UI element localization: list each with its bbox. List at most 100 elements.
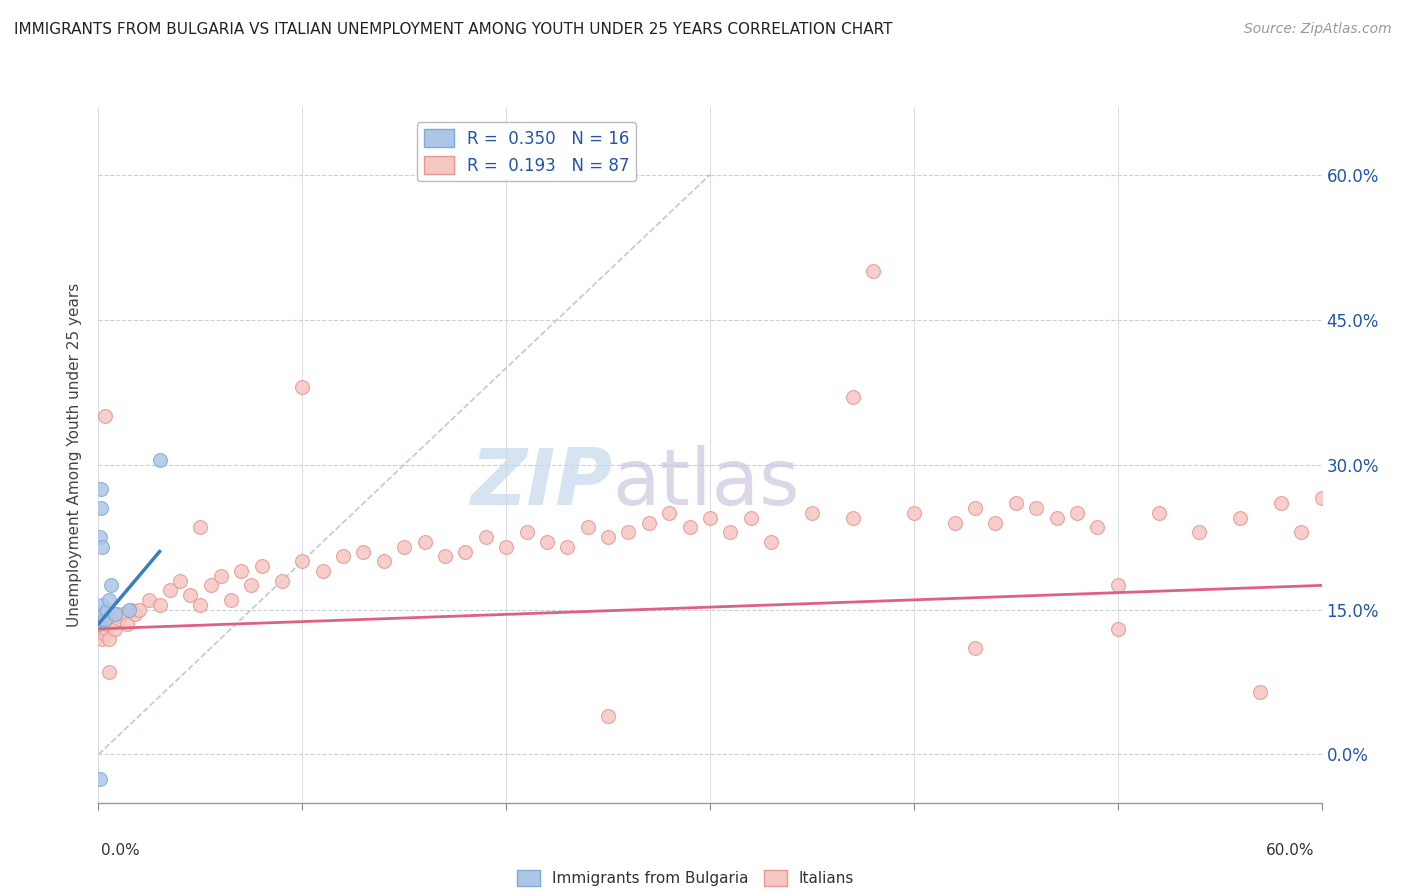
Point: [1045, 510, 1069, 524]
Point: [94, 622, 117, 636]
Point: [291, 554, 314, 568]
Point: [93, 612, 115, 626]
Point: [740, 510, 762, 524]
Point: [100, 617, 122, 632]
Point: [90, 482, 112, 496]
Point: [90, 626, 112, 640]
Point: [93, 626, 115, 640]
Point: [699, 510, 721, 524]
Text: IMMIGRANTS FROM BULGARIA VS ITALIAN UNEMPLOYMENT AMONG YOUTH UNDER 25 YEARS CORR: IMMIGRANTS FROM BULGARIA VS ITALIAN UNEM…: [14, 22, 893, 37]
Point: [862, 264, 884, 278]
Point: [104, 622, 127, 636]
Point: [759, 534, 782, 549]
Point: [89, 612, 111, 626]
Point: [352, 544, 374, 558]
Point: [188, 520, 212, 534]
Point: [984, 516, 1007, 530]
Point: [149, 452, 172, 467]
Point: [104, 607, 127, 622]
Point: [1085, 520, 1108, 534]
Point: [128, 602, 150, 616]
Point: [115, 617, 138, 632]
Point: [179, 588, 201, 602]
Point: [93, 409, 115, 424]
Point: [536, 534, 558, 549]
Point: [965, 641, 987, 656]
Point: [720, 525, 742, 540]
Point: [90, 501, 112, 516]
Point: [118, 602, 141, 616]
Text: 60.0%: 60.0%: [1267, 843, 1315, 858]
Point: [392, 540, 416, 554]
Point: [617, 525, 640, 540]
Point: [96, 617, 118, 632]
Point: [97, 632, 120, 646]
Point: [576, 520, 599, 534]
Point: [841, 510, 863, 524]
Point: [149, 598, 172, 612]
Text: ZIP: ZIP: [470, 445, 612, 521]
Point: [209, 568, 232, 582]
Point: [557, 540, 579, 554]
Point: [270, 574, 294, 588]
Point: [93, 607, 115, 622]
Point: [200, 578, 222, 592]
Point: [291, 380, 314, 394]
Point: [89, 772, 111, 786]
Text: atlas: atlas: [612, 445, 800, 521]
Point: [1107, 622, 1129, 636]
Point: [454, 544, 477, 558]
Point: [96, 602, 118, 616]
Point: [89, 622, 111, 636]
Y-axis label: Unemployment Among Youth under 25 years: Unemployment Among Youth under 25 years: [67, 283, 83, 627]
Point: [97, 592, 120, 607]
Point: [1270, 496, 1292, 510]
Point: [679, 520, 702, 534]
Point: [596, 708, 619, 723]
Point: [1066, 506, 1088, 520]
Text: 0.0%: 0.0%: [101, 843, 141, 858]
Text: Source: ZipAtlas.com: Source: ZipAtlas.com: [1244, 22, 1392, 37]
Point: [1249, 684, 1271, 698]
Point: [111, 607, 134, 622]
Point: [101, 612, 124, 626]
Point: [1188, 525, 1211, 540]
Point: [91, 598, 114, 612]
Point: [159, 583, 181, 598]
Point: [89, 617, 111, 632]
Point: [231, 564, 253, 578]
Point: [89, 530, 111, 544]
Point: [413, 534, 436, 549]
Point: [596, 530, 619, 544]
Point: [841, 390, 863, 404]
Point: [93, 612, 115, 626]
Point: [188, 598, 212, 612]
Point: [91, 617, 114, 632]
Point: [219, 592, 242, 607]
Point: [108, 612, 131, 626]
Point: [943, 516, 966, 530]
Point: [433, 549, 456, 564]
Point: [658, 506, 681, 520]
Point: [1025, 501, 1047, 516]
Point: [89, 607, 111, 622]
Point: [169, 574, 191, 588]
Point: [240, 578, 263, 592]
Point: [91, 632, 114, 646]
Point: [638, 516, 661, 530]
Point: [1229, 510, 1251, 524]
Point: [903, 506, 925, 520]
Point: [89, 617, 111, 632]
Point: [1004, 496, 1026, 510]
Point: [91, 540, 114, 554]
Point: [105, 607, 128, 622]
Point: [90, 622, 112, 636]
Point: [495, 540, 517, 554]
Point: [1291, 525, 1313, 540]
Point: [138, 592, 160, 607]
Point: [1107, 578, 1129, 592]
Point: [801, 506, 824, 520]
Point: [97, 665, 120, 680]
Point: [1310, 491, 1333, 506]
Point: [1147, 506, 1170, 520]
